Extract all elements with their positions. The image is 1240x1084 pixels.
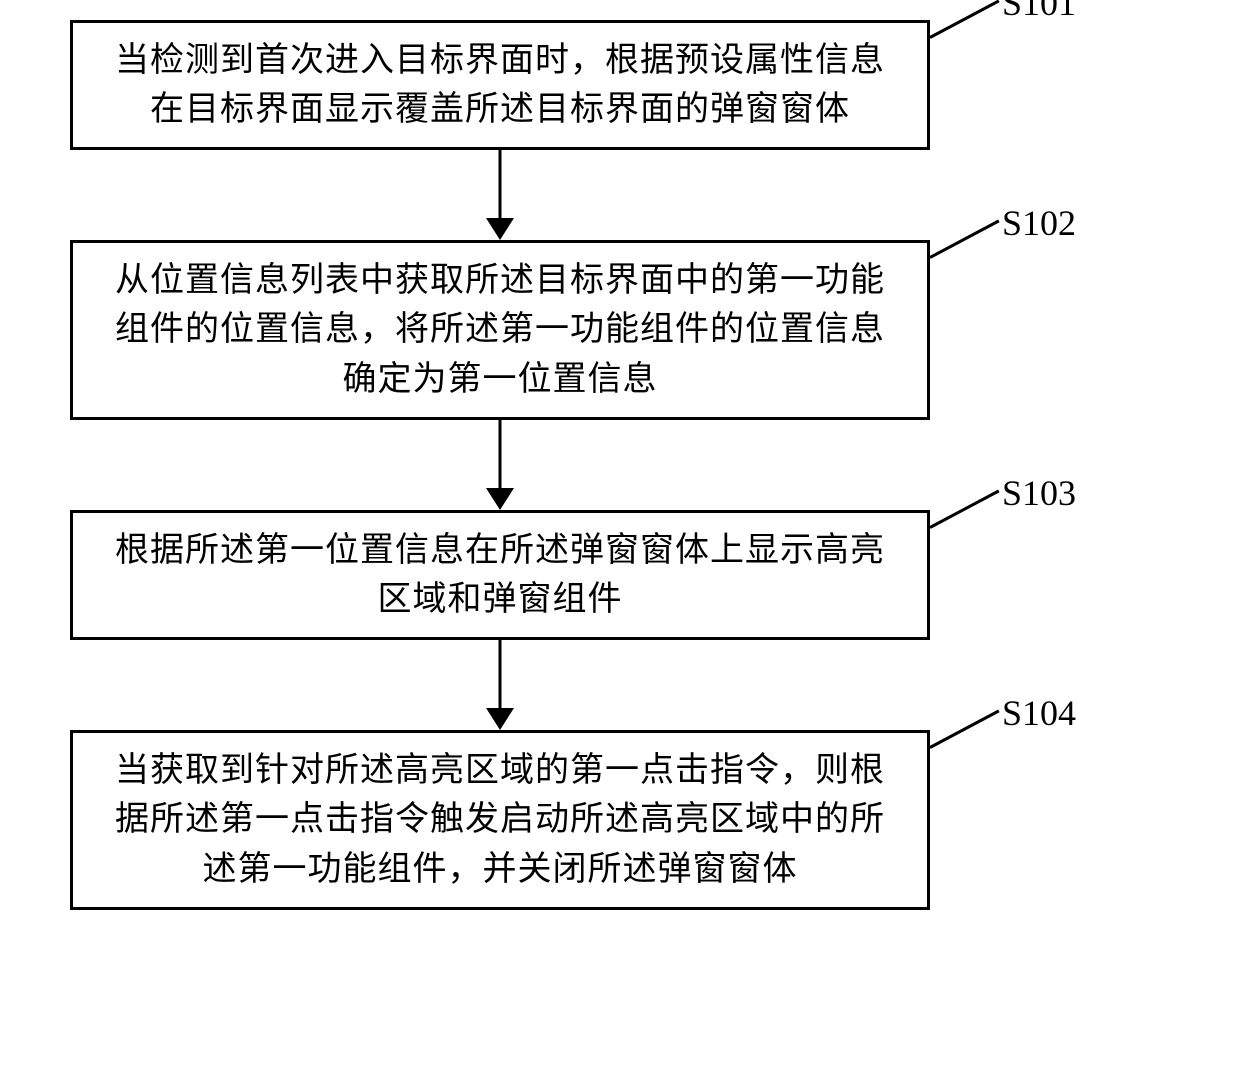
step-text-s102: 从位置信息列表中获取所述目标界面中的第一功能组件的位置信息，将所述第一功能组件的… (101, 256, 899, 404)
step-row-s102: 从位置信息列表中获取所述目标界面中的第一功能组件的位置信息，将所述第一功能组件的… (70, 240, 1170, 420)
step-text-s103: 根据所述第一位置信息在所述弹窗窗体上显示高亮区域和弹窗组件 (101, 526, 899, 625)
step-label-s103: S103 (1002, 472, 1076, 514)
arrow-gap-1 (70, 150, 930, 240)
arrow-head-3 (486, 708, 514, 730)
arrow-head-1 (486, 218, 514, 240)
step-label-s102: S102 (1002, 202, 1076, 244)
step-box-s101: 当检测到首次进入目标界面时，根据预设属性信息在目标界面显示覆盖所述目标界面的弹窗… (70, 20, 930, 150)
step-row-s101: 当检测到首次进入目标界面时，根据预设属性信息在目标界面显示覆盖所述目标界面的弹窗… (70, 20, 1170, 150)
connector-s104 (929, 710, 999, 749)
step-text-s104: 当获取到针对所述高亮区域的第一点击指令，则根据所述第一点击指令触发启动所述高亮区… (101, 746, 899, 894)
arrow-gap-3 (70, 640, 930, 730)
arrow-3 (486, 640, 514, 730)
step-label-s101: S101 (1002, 0, 1076, 24)
arrow-gap-2 (70, 420, 930, 510)
arrow-1 (486, 150, 514, 240)
step-box-s103: 根据所述第一位置信息在所述弹窗窗体上显示高亮区域和弹窗组件 (70, 510, 930, 640)
arrow-shaft-3 (499, 640, 502, 710)
arrow-shaft-2 (499, 420, 502, 490)
step-box-s104: 当获取到针对所述高亮区域的第一点击指令，则根据所述第一点击指令触发启动所述高亮区… (70, 730, 930, 910)
flowchart-container: 当检测到首次进入目标界面时，根据预设属性信息在目标界面显示覆盖所述目标界面的弹窗… (70, 20, 1170, 910)
arrow-head-2 (486, 488, 514, 510)
step-box-s102: 从位置信息列表中获取所述目标界面中的第一功能组件的位置信息，将所述第一功能组件的… (70, 240, 930, 420)
arrow-shaft-1 (499, 150, 502, 220)
step-label-s104: S104 (1002, 692, 1076, 734)
connector-s101 (929, 0, 999, 39)
connector-s102 (929, 220, 999, 259)
arrow-2 (486, 420, 514, 510)
step-text-s101: 当检测到首次进入目标界面时，根据预设属性信息在目标界面显示覆盖所述目标界面的弹窗… (101, 36, 899, 135)
connector-s103 (929, 490, 999, 529)
step-row-s104: 当获取到针对所述高亮区域的第一点击指令，则根据所述第一点击指令触发启动所述高亮区… (70, 730, 1170, 910)
step-row-s103: 根据所述第一位置信息在所述弹窗窗体上显示高亮区域和弹窗组件 S103 (70, 510, 1170, 640)
